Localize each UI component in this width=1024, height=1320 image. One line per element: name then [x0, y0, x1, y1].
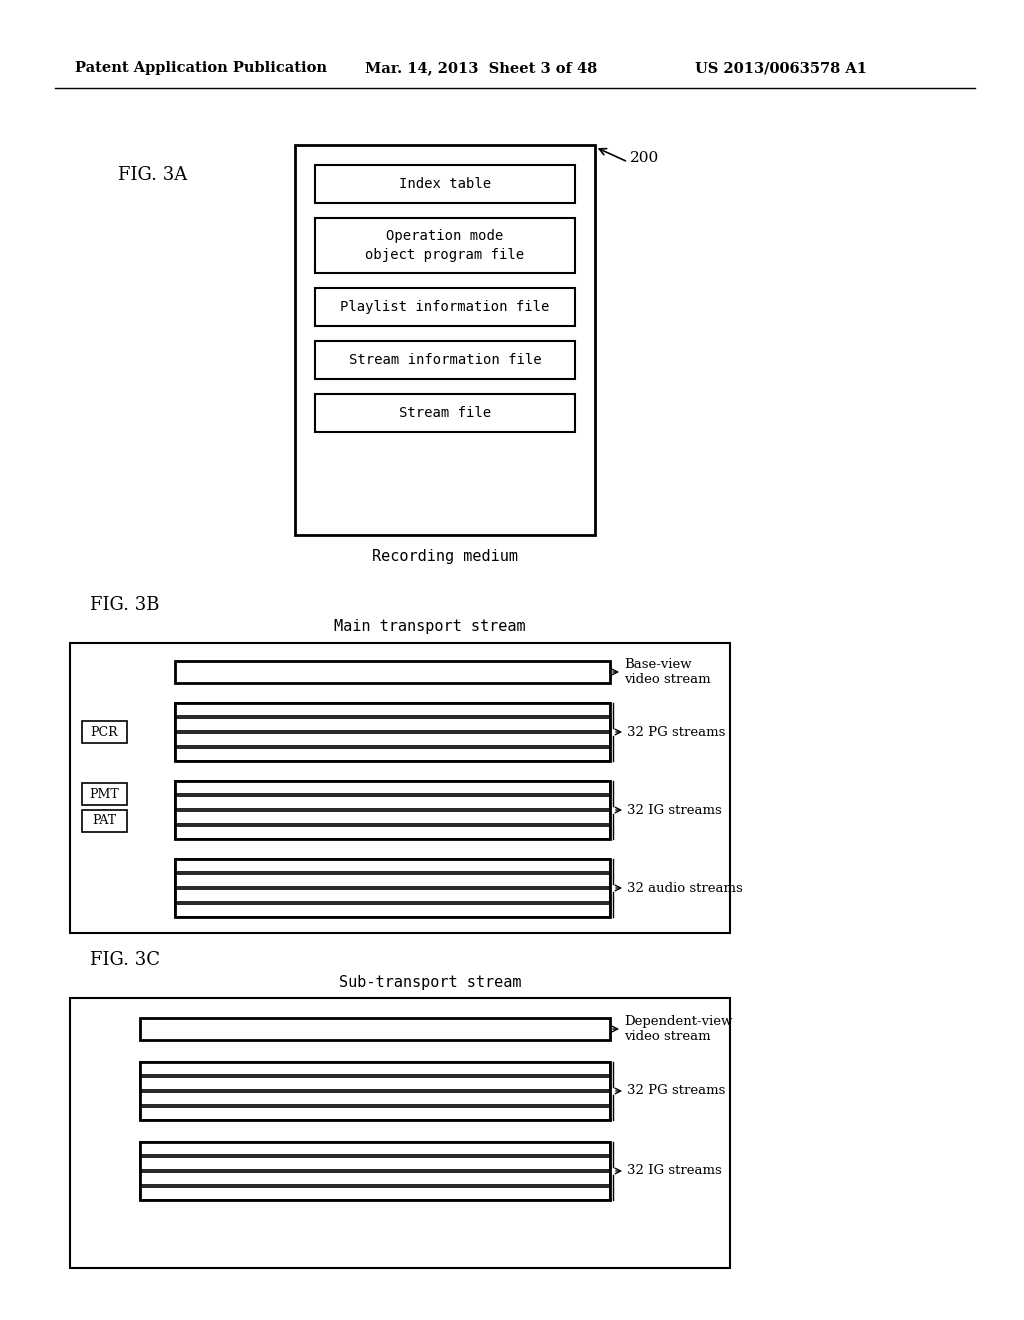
Text: Base-view
video stream: Base-view video stream [624, 657, 711, 686]
Text: Index table: Index table [399, 177, 492, 191]
Bar [175, 733, 610, 746]
Bar [140, 1092, 610, 1105]
Bar [140, 1172, 610, 1185]
Text: FIG. 3C: FIG. 3C [90, 950, 160, 969]
Text: Stream file: Stream file [399, 407, 492, 420]
Text: FIG. 3A: FIG. 3A [118, 166, 187, 183]
Bar [315, 165, 575, 203]
Text: Playlist information file: Playlist information file [340, 300, 550, 314]
Bar [140, 1107, 610, 1119]
Bar [140, 1142, 610, 1155]
Bar [295, 145, 595, 535]
Bar [315, 218, 575, 273]
Bar [82, 783, 127, 805]
Bar [175, 888, 610, 902]
Text: 32 PG streams: 32 PG streams [627, 726, 725, 738]
Text: Stream information file: Stream information file [349, 352, 542, 367]
Text: Operation mode
object program file: Operation mode object program file [366, 230, 524, 261]
Text: Mar. 14, 2013  Sheet 3 of 48: Mar. 14, 2013 Sheet 3 of 48 [365, 61, 597, 75]
Bar [175, 874, 610, 887]
Bar [175, 718, 610, 731]
Bar [70, 998, 730, 1269]
Text: PCR: PCR [91, 726, 119, 738]
Bar [175, 704, 610, 715]
Text: Patent Application Publication: Patent Application Publication [75, 61, 327, 75]
Bar [175, 904, 610, 917]
Bar [175, 859, 610, 873]
Bar [175, 826, 610, 840]
Bar [315, 288, 575, 326]
Bar [175, 810, 610, 824]
Bar [175, 661, 610, 682]
Text: 32 PG streams: 32 PG streams [627, 1085, 725, 1097]
Text: Dependent-view
video stream: Dependent-view video stream [624, 1015, 732, 1043]
Text: 32 audio streams: 32 audio streams [627, 882, 742, 895]
Text: Recording medium: Recording medium [372, 549, 518, 565]
Bar [140, 1063, 610, 1119]
Bar [70, 643, 730, 933]
Bar [175, 796, 610, 809]
Text: 32 IG streams: 32 IG streams [627, 1164, 722, 1177]
Bar [175, 748, 610, 762]
Bar [175, 859, 610, 917]
Text: 200: 200 [630, 150, 659, 165]
Bar [175, 704, 610, 762]
Text: Main transport stream: Main transport stream [334, 619, 525, 635]
Bar [82, 721, 127, 743]
Bar [140, 1077, 610, 1090]
Bar [140, 1018, 610, 1040]
Text: PMT: PMT [90, 788, 120, 800]
Bar [82, 810, 127, 832]
Bar [175, 781, 610, 795]
Bar [175, 781, 610, 840]
Bar [140, 1158, 610, 1170]
Bar [315, 341, 575, 379]
Bar [140, 1187, 610, 1200]
Bar [315, 393, 575, 432]
Text: Sub-transport stream: Sub-transport stream [339, 974, 521, 990]
Text: US 2013/0063578 A1: US 2013/0063578 A1 [695, 61, 867, 75]
Text: FIG. 3B: FIG. 3B [90, 597, 160, 614]
Bar [140, 1063, 610, 1074]
Bar [140, 1142, 610, 1200]
Text: 32 IG streams: 32 IG streams [627, 804, 722, 817]
Text: PAT: PAT [92, 814, 117, 828]
